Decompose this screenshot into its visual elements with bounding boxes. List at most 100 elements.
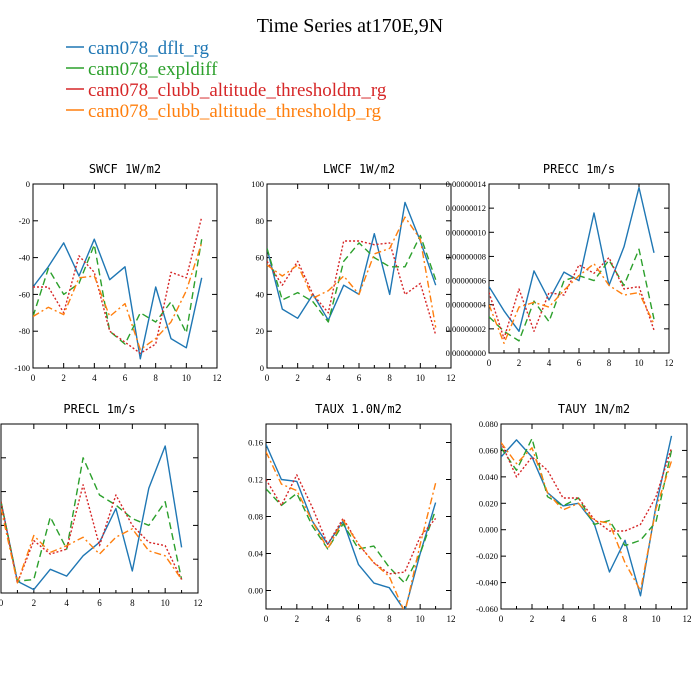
y-tick-label: -0.060 — [476, 604, 498, 614]
y-tick-label: 0.00000008 — [446, 251, 486, 261]
series-line — [33, 216, 203, 354]
series-line — [33, 238, 203, 360]
y-tick-label: -0.040 — [476, 578, 498, 588]
series-line — [267, 201, 437, 321]
series-line — [501, 437, 673, 547]
y-tick-label: 0.08 — [248, 512, 263, 522]
x-tick-label: 12 — [447, 614, 456, 624]
y-tick-label: 0.00000000 — [446, 348, 486, 358]
plot-frame — [32, 183, 218, 369]
x-tick-label: 6 — [97, 598, 102, 608]
x-tick-label: 8 — [387, 614, 392, 624]
series-line — [266, 488, 437, 584]
series-group — [501, 435, 673, 597]
legend-label: cam078_clubb_altitude_thresholdm_rg — [88, 80, 387, 101]
series-line — [33, 239, 203, 345]
series-line — [501, 435, 673, 597]
x-tick-label: 10 — [182, 373, 192, 383]
y-tick-label: 0.00000002 — [446, 324, 486, 334]
x-tick-label: 12 — [683, 614, 692, 624]
series-group — [266, 444, 437, 609]
legend-entry: cam078_clubb_altitude_thresholdm_rg — [66, 80, 387, 101]
y-tick-label: 0.00 — [248, 586, 263, 596]
series-group — [489, 186, 655, 344]
y-tick-label: 60 — [256, 253, 265, 263]
x-tick-label: 10 — [635, 358, 645, 368]
y-tick-label: 0.020 — [479, 498, 498, 508]
x-tick-label: 6 — [356, 614, 361, 624]
x-tick-label: 4 — [326, 373, 331, 383]
series-line — [33, 242, 203, 351]
chart-panel: LWCF 1W/m2 0 2 4 6 8 10 12 0 20 40 60 80 100 — [251, 162, 455, 383]
legend-entry: cam078_clubb_altitude_thresholdp_rg — [66, 101, 382, 122]
y-tick-label: -80 — [19, 326, 30, 336]
series-line — [266, 451, 437, 609]
x-tick-label: 8 — [623, 614, 628, 624]
x-tick-label: 0 — [487, 358, 492, 368]
y-tick-label: -40 — [19, 253, 30, 263]
x-tick-label: 4 — [561, 614, 566, 624]
y-tick-label: 100 — [251, 179, 264, 189]
chart-panel: PRECC 1m/s 0 2 4 6 8 10 12 0.00000000 0.00000002 0… — [446, 162, 674, 368]
y-tick-label: 0.080 — [479, 419, 498, 429]
y-tick-label: 0.060 — [479, 445, 498, 455]
chart-panel: TAUX 1.0N/m2 0 2 4 6 8 10 12 0.00 0.04 0.08 0.12 0.1… — [248, 402, 455, 624]
y-tick-label: 0 — [260, 363, 264, 373]
y-tick-label: 0.16 — [248, 438, 263, 448]
plot-frame — [265, 423, 452, 610]
legend-entry: cam078_dflt_rg — [66, 38, 210, 59]
series-line — [266, 474, 437, 575]
series-group — [33, 216, 203, 360]
x-tick-label: 0 — [264, 614, 269, 624]
y-tick-label: 0.00000014 — [446, 179, 487, 189]
y-tick-label: 0.040 — [479, 472, 498, 482]
x-tick-label: 10 — [161, 598, 171, 608]
x-tick-label: 6 — [123, 373, 128, 383]
y-tick-label: 0.000 — [479, 525, 498, 535]
x-tick-label: 8 — [153, 373, 158, 383]
plot-frame — [266, 183, 452, 369]
chart-panel: SWCF 1W/m2 0 2 4 6 8 10 12 -100 -80 -60 -40 -20 0 — [14, 162, 221, 383]
x-tick-label: 8 — [387, 373, 392, 383]
figure-title: Time Series at170E,9N — [257, 15, 443, 37]
x-tick-label: 2 — [295, 614, 300, 624]
series-group — [1, 445, 183, 591]
y-tick-label: 0.12 — [248, 475, 263, 485]
x-tick-label: 6 — [577, 358, 582, 368]
y-tick-label: -60 — [19, 289, 30, 299]
panel-title: TAUY 1N/m2 — [558, 402, 630, 416]
x-tick-label: 0 — [265, 373, 270, 383]
chart-panels: SWCF 1W/m20 2 4 6 8 10 12-100-80-60-40-200LWCF… — [0, 162, 692, 624]
legend-label: cam078_clubb_altitude_thresholdp_rg — [88, 101, 382, 122]
panel-title: TAUX 1.0N/m2 — [315, 402, 402, 416]
series-line — [501, 442, 673, 532]
series-line — [489, 256, 655, 340]
y-tick-label: 0.00000012 — [446, 203, 486, 213]
x-tick-label: 12 — [665, 358, 674, 368]
legend-label: cam078_expldiff — [88, 59, 218, 80]
panel-title: SWCF 1W/m2 — [89, 162, 161, 176]
y-tick-label: 80 — [256, 216, 265, 226]
x-tick-label: 4 — [92, 373, 97, 383]
x-tick-label: 6 — [357, 373, 362, 383]
x-tick-label: 2 — [295, 373, 300, 383]
y-tick-label: -0.020 — [476, 551, 498, 561]
series-line — [489, 263, 655, 344]
legend: cam078_dflt_rg cam078_expldiff cam078_cl… — [66, 38, 387, 122]
series-group — [267, 201, 437, 336]
y-tick-label: 0.04 — [248, 549, 264, 559]
series-line — [267, 216, 437, 328]
y-tick-label: 20 — [256, 326, 265, 336]
x-tick-label: 10 — [416, 373, 426, 383]
x-tick-label: 2 — [517, 358, 522, 368]
x-tick-label: 10 — [416, 614, 426, 624]
x-tick-label: 2 — [61, 373, 66, 383]
y-tick-label: 0.00000006 — [446, 276, 486, 286]
x-tick-label: 8 — [130, 598, 135, 608]
x-tick-label: 12 — [194, 598, 203, 608]
legend-label: cam078_dflt_rg — [88, 38, 210, 59]
y-tick-label: -20 — [19, 216, 30, 226]
x-tick-label: 4 — [547, 358, 552, 368]
series-line — [267, 234, 437, 323]
